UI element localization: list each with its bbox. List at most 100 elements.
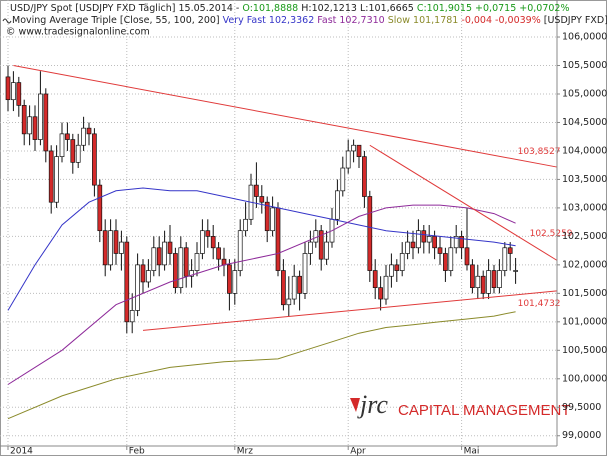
y-tick-label: 99,0000: [562, 430, 601, 441]
change-label: +0,0715 +0,0702%: [475, 3, 569, 14]
candle-body: [410, 241, 416, 249]
candle-body: [443, 253, 448, 271]
candle-body: [383, 275, 389, 300]
high-label: H:102,1213: [301, 3, 357, 14]
candle-body: [205, 230, 211, 237]
y-tick-label: 103,5000: [562, 174, 607, 185]
legend-slow: Slow 101,1781: [388, 15, 459, 26]
open-label: O:101,8888: [242, 3, 298, 14]
candle-body: [189, 270, 194, 277]
candle-body: [389, 264, 394, 277]
moving-average-line: [7, 204, 516, 385]
candle-body: [243, 218, 248, 232]
x-tick-label: Feb: [129, 447, 145, 456]
candle-body: [221, 258, 227, 266]
candle-body: [335, 190, 340, 220]
candle-body: [264, 201, 270, 232]
indicator-symbol: [USDJPY FXD]: [544, 15, 607, 26]
close-label: C:101,9015: [417, 3, 472, 14]
candle-body: [16, 82, 22, 106]
candle-body: [81, 127, 86, 146]
candle-body: [216, 247, 221, 260]
candle-body: [437, 247, 443, 254]
y-tick-label: 106,0000: [562, 32, 607, 43]
candle-body: [54, 156, 59, 203]
candle-body: [259, 196, 265, 203]
candle-body: [113, 230, 119, 254]
candle-body: [11, 82, 16, 101]
x-tick-label: Mai: [464, 447, 480, 456]
candle-body: [227, 264, 232, 294]
candle-body: [324, 241, 329, 260]
candle-body: [281, 270, 286, 306]
candle-body: [448, 247, 454, 271]
candle-body: [491, 270, 497, 289]
candle-body: [92, 133, 97, 186]
indicator-name: Moving Average Triple [Close, 55, 100, 2…: [12, 15, 220, 26]
trend-line: [13, 65, 558, 168]
candle-body: [48, 150, 54, 203]
candle-body: [270, 207, 275, 232]
candle-body: [453, 236, 459, 249]
candle-body: [200, 230, 205, 254]
candle-body: [297, 275, 302, 294]
candle-body: [502, 247, 508, 271]
y-tick-label: 102,0000: [562, 259, 607, 270]
candle-body: [21, 105, 27, 135]
candle-body: [102, 230, 108, 266]
candle-body: [70, 139, 76, 163]
candle-body: [129, 310, 135, 323]
candle-body: [167, 241, 173, 254]
candle-body: [254, 184, 259, 197]
y-tick-label: 102,5000: [562, 231, 607, 242]
candle-body: [5, 76, 11, 101]
y-tick-label: 101,0000: [562, 316, 607, 327]
candle-body: [59, 133, 65, 157]
candle-body: [183, 247, 189, 277]
trend-line: [369, 144, 558, 261]
candle-body: [399, 253, 405, 271]
y-tick-label: 104,0000: [562, 145, 607, 156]
candle-body: [38, 93, 43, 140]
y-tick-label: 100,5000: [562, 345, 607, 356]
y-tick-label: 99,5000: [562, 402, 601, 413]
low-label: L:101,6665: [360, 3, 414, 14]
logo-tagline: CAPITAL MANAGEMENT: [398, 402, 571, 419]
candle-body: [372, 270, 378, 289]
candle-body: [308, 241, 313, 254]
candle-body: [486, 270, 491, 294]
candle-body: [313, 230, 319, 243]
candle-body: [302, 253, 308, 294]
trend-value-label: 103,8527: [518, 147, 561, 157]
moving-average-line: [7, 187, 516, 311]
candle-body: [65, 133, 70, 140]
header-line: USD/JPY Spot [USDJPY FXD Täglich] 15.05.…: [10, 3, 570, 14]
y-tick-label: 103,0000: [562, 202, 607, 213]
indicator-icon: [2, 18, 12, 24]
candle-body: [146, 270, 151, 283]
candle-body: [394, 264, 400, 271]
legend-fast: Fast 102,7310: [317, 15, 384, 26]
candle-body: [275, 207, 281, 271]
candle-body: [464, 247, 470, 266]
trend-value-label: 102,5259: [530, 229, 573, 239]
symbol-title: USD/JPY Spot [USDJPY FXD Täglich] 15.05.…: [10, 3, 239, 14]
candle-body: [75, 144, 81, 163]
candle-body: [194, 253, 200, 271]
candle-body: [367, 196, 373, 271]
candle-body: [475, 275, 481, 289]
logo: jrc CAPITAL MANAGEMENT: [350, 390, 571, 419]
candle-body: [27, 116, 32, 135]
y-tick-label: 100,0000: [562, 373, 607, 384]
candle-body: [416, 230, 421, 249]
candle-body: [507, 247, 513, 254]
candle-body: [140, 264, 146, 283]
copyright: © www.tradesignalonline.com: [6, 27, 150, 38]
candle-body: [480, 275, 486, 294]
candle-body: [173, 253, 178, 289]
candle-body: [513, 270, 518, 272]
candle-body: [124, 241, 130, 323]
indicator-change: -0,004 -0,0039%: [461, 15, 540, 26]
legend-very-fast: Very Fast 102,3362: [223, 15, 315, 26]
